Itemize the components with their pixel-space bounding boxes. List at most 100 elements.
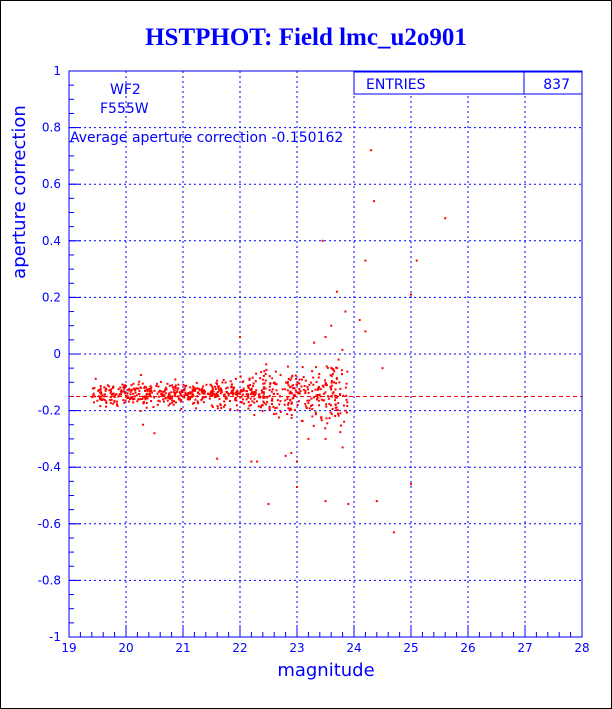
y-tick-label: 0.6 <box>42 177 61 191</box>
data-point <box>240 390 243 393</box>
data-point <box>180 391 183 394</box>
data-point <box>332 368 335 371</box>
x-tick-label: 24 <box>346 641 361 655</box>
data-point <box>248 377 251 380</box>
data-point <box>279 400 282 403</box>
data-point <box>180 400 183 403</box>
data-point <box>259 377 262 380</box>
data-point <box>268 407 271 410</box>
data-point <box>271 388 274 391</box>
data-point <box>169 396 172 399</box>
data-point <box>198 393 201 396</box>
data-point <box>322 385 325 388</box>
data-point <box>266 396 269 399</box>
data-point <box>254 391 257 394</box>
data-point <box>178 391 181 394</box>
data-point <box>173 400 176 403</box>
data-point <box>174 384 177 387</box>
data-point <box>293 387 296 390</box>
data-point <box>185 393 188 396</box>
data-point <box>202 385 205 388</box>
data-point <box>248 404 251 407</box>
data-point <box>295 391 298 394</box>
stats-box: ENTRIES 837 <box>353 71 583 95</box>
data-point <box>324 381 327 384</box>
data-point <box>264 373 267 376</box>
data-point <box>332 391 335 394</box>
x-axis-title: magnitude <box>277 660 374 681</box>
data-point <box>308 399 311 402</box>
data-point <box>159 380 162 383</box>
data-point <box>252 382 255 385</box>
data-point <box>342 394 345 397</box>
data-point <box>94 377 97 380</box>
data-point <box>96 399 99 402</box>
data-point <box>109 392 112 395</box>
data-point <box>234 397 237 400</box>
data-point <box>105 400 108 403</box>
data-point <box>146 397 149 400</box>
data-point <box>115 393 118 396</box>
data-point <box>103 395 106 398</box>
data-point <box>295 377 298 380</box>
data-point <box>295 383 298 386</box>
data-point <box>321 384 324 387</box>
data-point <box>444 217 447 220</box>
data-point <box>226 386 229 389</box>
x-tick-label: 26 <box>460 641 475 655</box>
data-point <box>139 410 142 413</box>
data-point <box>236 391 239 394</box>
data-point <box>345 398 348 401</box>
data-point <box>191 395 194 398</box>
data-point <box>211 385 214 388</box>
data-point <box>234 398 237 401</box>
data-point <box>286 389 289 392</box>
data-point <box>337 412 340 415</box>
data-point <box>331 367 334 370</box>
data-point <box>341 348 344 351</box>
data-point <box>155 384 158 387</box>
data-point <box>148 387 151 390</box>
stats-entries-value: 837 <box>543 77 570 93</box>
data-point <box>324 500 327 503</box>
data-point <box>262 391 265 394</box>
data-point <box>320 398 323 401</box>
data-point <box>333 370 336 373</box>
data-point <box>186 394 189 397</box>
data-point <box>111 392 114 395</box>
data-point <box>198 387 201 390</box>
data-point <box>247 401 250 404</box>
data-point <box>284 381 287 384</box>
data-point <box>262 374 265 377</box>
data-point <box>286 381 289 384</box>
data-point <box>311 390 314 393</box>
data-point <box>223 400 226 403</box>
data-point <box>145 394 148 397</box>
data-point <box>142 395 145 398</box>
data-point <box>230 392 233 395</box>
data-point <box>263 370 266 373</box>
data-point <box>191 388 194 391</box>
data-point <box>317 376 320 379</box>
data-point <box>114 394 117 397</box>
data-point <box>187 392 190 395</box>
data-point <box>211 394 214 397</box>
data-point <box>171 386 174 389</box>
data-point <box>268 394 271 397</box>
data-point <box>291 397 294 400</box>
data-point <box>159 389 162 392</box>
data-point <box>127 389 130 392</box>
data-point <box>189 392 192 395</box>
data-point <box>331 392 334 395</box>
data-point <box>330 381 333 384</box>
data-point <box>310 404 313 407</box>
data-point <box>284 399 287 402</box>
data-point <box>242 389 245 392</box>
data-point <box>257 393 260 396</box>
data-point <box>318 373 321 376</box>
data-point <box>291 374 294 377</box>
data-point <box>193 389 196 392</box>
data-point <box>255 400 258 403</box>
data-point <box>284 454 287 457</box>
data-point <box>112 386 115 389</box>
